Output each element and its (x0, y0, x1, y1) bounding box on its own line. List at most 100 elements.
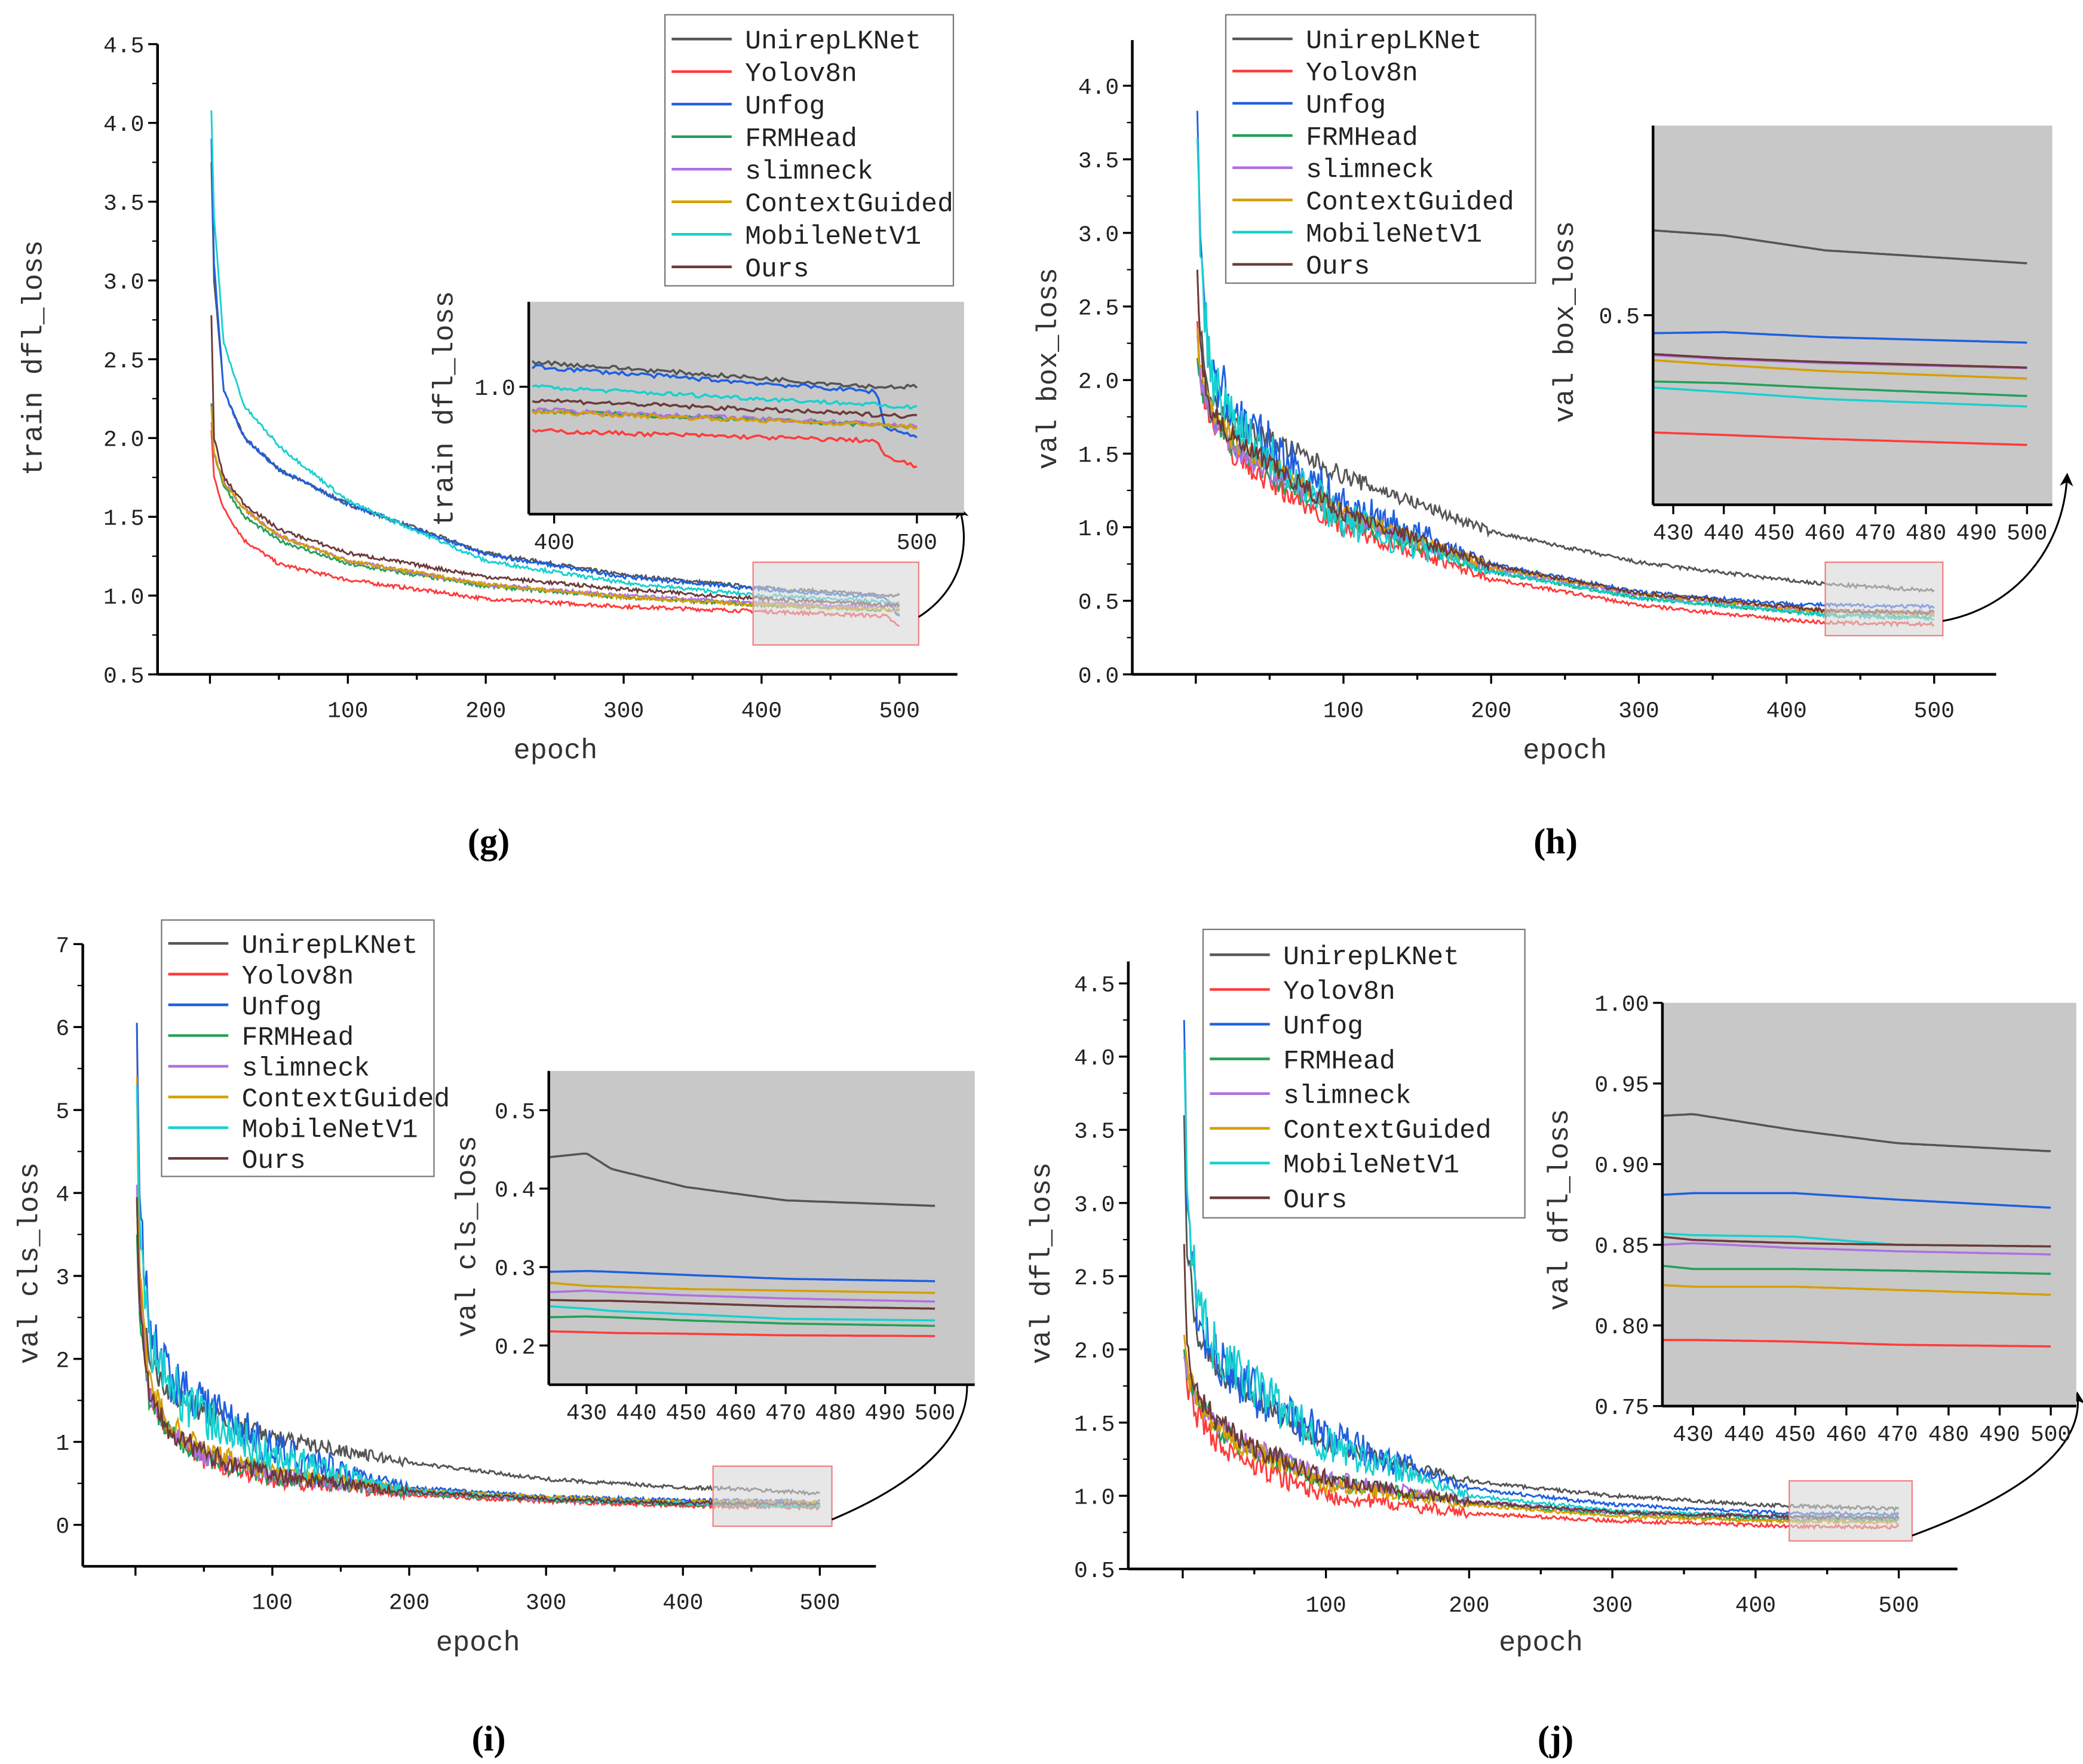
x-tick-label: 300 (526, 1591, 566, 1616)
inset-x-tick-label: 460 (1826, 1422, 1867, 1448)
y-tick-label: 3.5 (1078, 149, 1119, 174)
x-tick-label: 100 (252, 1591, 293, 1616)
legend-label: Ours (745, 254, 809, 284)
legend-label: Unfog (242, 993, 322, 1023)
inset-y-tick-label: 0.3 (495, 1257, 535, 1283)
zoom-arrow (831, 1359, 973, 1521)
legend-item: Unfog (168, 993, 322, 1023)
inset-series-line-contextguided (548, 1281, 935, 1294)
x-axis-title: epoch (1499, 1628, 1583, 1659)
legend-label: Yolov8n (745, 59, 857, 89)
legend-label: slimneck (745, 157, 873, 187)
legend-label: UnirepLKNet (242, 931, 418, 961)
legend-item: Yolov8n (168, 962, 354, 992)
inset-x-tick-label: 430 (1653, 521, 1694, 547)
x-axis-title: epoch (513, 736, 597, 768)
inset-series-line-unfog (1653, 331, 2027, 344)
x-tick-label: 400 (1766, 698, 1806, 724)
legend-label: Yolov8n (242, 962, 354, 992)
y-tick-label: 2.0 (1074, 1339, 1115, 1364)
y-tick-label: 2 (56, 1348, 69, 1374)
inset-series-line-mobilenetv1 (532, 384, 918, 410)
inset-y-axis-title: train dfl_loss (430, 291, 462, 526)
x-tick-label: 300 (1592, 1593, 1633, 1619)
legend-label: FRMHead (242, 1023, 354, 1053)
inset-series-line-unfog (548, 1269, 935, 1283)
inset-series-line-unireplknet (548, 1152, 935, 1207)
legend-item: Unfog (671, 92, 825, 122)
legend-label: UnirepLKNet (1306, 27, 1482, 57)
y-tick-label: 1.0 (103, 585, 144, 611)
inset-series-line-unireplknet (1662, 1113, 2051, 1152)
inset-y-tick-label: 0.4 (495, 1178, 535, 1204)
legend-item: UnirepLKNet (671, 27, 921, 57)
legend-item: UnirepLKNet (1232, 27, 1482, 57)
legend-item: slimneck (1232, 155, 1434, 185)
legend-item: FRMHead (1232, 123, 1418, 153)
chart-panel-i: 0 1 2 3 4 5 6 7 100 200 300 400 500 epoch val cls_loss… (15, 919, 975, 1759)
inset-x-tick-label: 430 (566, 1401, 607, 1426)
y-tick-label: 1.0 (1074, 1485, 1115, 1511)
x-tick-label: 100 (1323, 698, 1364, 724)
legend-label: Ours (1306, 252, 1370, 282)
panel-label: (g) (468, 821, 510, 861)
legend-item: Yolov8n (1232, 59, 1418, 89)
y-tick-label: 3.5 (1074, 1119, 1115, 1145)
legend-label: MobileNetV1 (745, 222, 921, 252)
x-tick-label: 400 (741, 698, 782, 724)
inset-y-tick-label: 0.75 (1594, 1395, 1649, 1421)
y-tick-label: 3.0 (1074, 1192, 1115, 1218)
inset-series-line-yolov8n (532, 428, 918, 468)
panel-label: (j) (1538, 1719, 1573, 1759)
inset-x-tick-label: 480 (815, 1401, 855, 1426)
legend-item: ContextGuided (1232, 188, 1514, 217)
x-tick-label: 100 (1305, 1593, 1346, 1619)
legend-label: Unfog (1306, 91, 1386, 121)
legend-item: Ours (1232, 252, 1370, 282)
legend-label: MobileNetV1 (1283, 1151, 1459, 1181)
inset-y-axis-title: val cls_loss (453, 1136, 484, 1337)
legend-box (664, 14, 955, 287)
legend-label: FRMHead (1283, 1047, 1395, 1076)
inset-x-tick-label: 500 (2030, 1422, 2071, 1448)
panel-label: (i) (472, 1719, 506, 1759)
inset-series-line-unfog (1662, 1192, 2051, 1209)
inset-y-tick-label: 0.90 (1594, 1153, 1649, 1179)
y-tick-label: 0.5 (1074, 1559, 1115, 1584)
zoom-arrow (918, 505, 969, 618)
y-tick-label: 4.5 (103, 33, 144, 59)
y-tick-label: 3 (56, 1265, 69, 1291)
legend-box (1202, 928, 1526, 1219)
y-tick-label: 4.0 (1078, 75, 1119, 101)
legend-item: Unfog (1232, 91, 1386, 121)
legend-label: ContextGuided (745, 189, 953, 219)
zoom-region-box (1789, 1480, 1913, 1542)
inset-x-tick-label: 400 (533, 530, 574, 556)
inset-series-line-yolov8n (548, 1330, 935, 1337)
inset-x-tick-label: 490 (1979, 1422, 2020, 1448)
legend-label: UnirepLKNet (745, 27, 921, 57)
x-axis-title: epoch (436, 1628, 520, 1659)
legend-label: Yolov8n (1306, 59, 1418, 89)
x-tick-label: 200 (1449, 1593, 1489, 1619)
inset-x-tick-label: 460 (716, 1401, 756, 1426)
legend-item: MobileNetV1 (1232, 220, 1482, 250)
x-tick-label: 200 (389, 1591, 430, 1616)
inset-background (548, 1070, 975, 1385)
x-tick-label: 500 (879, 698, 920, 724)
y-tick-label: 3.5 (103, 191, 144, 217)
legend: UnirepLKNetYolov8nUnfogFRMHeadslimneckCo… (1202, 928, 1526, 1219)
inset-y-axis-title: val box_loss (1550, 221, 1582, 423)
inset-y-tick-label: 0.5 (495, 1100, 535, 1125)
inset-x-tick-label: 440 (1703, 521, 1744, 547)
inset-x-tick-label: 500 (2007, 521, 2047, 547)
x-tick-label: 300 (1618, 698, 1659, 724)
y-tick-label: 1 (56, 1431, 69, 1457)
legend-item: ContextGuided (671, 189, 953, 219)
x-tick-label: 500 (1878, 1593, 1919, 1619)
legend-item: MobileNetV1 (168, 1115, 418, 1145)
x-tick-label: 400 (1735, 1593, 1776, 1619)
inset-x-tick-label: 450 (1775, 1422, 1815, 1448)
inset-series-line-slimneck (548, 1289, 935, 1303)
